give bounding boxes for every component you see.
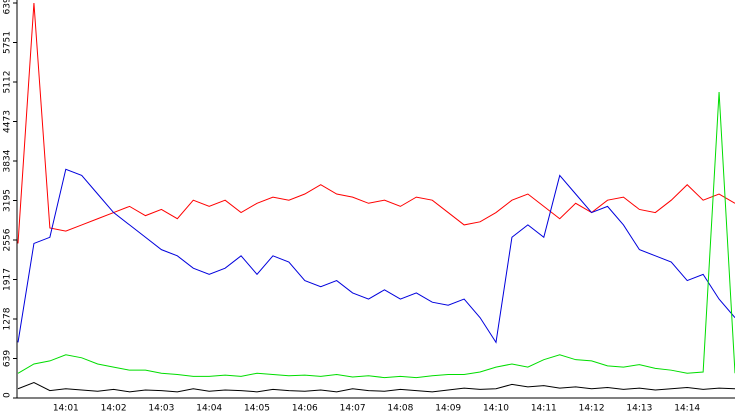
x-tick-label: 14:04 [196,404,222,414]
x-tick-label: 14:08 [387,404,413,414]
y-tick-label: 3834 [3,149,13,172]
x-tick-label: 14:06 [292,404,318,414]
y-tick-label: 1917 [3,268,13,291]
x-tick-label: 14:02 [101,404,127,414]
x-tick-label: 14:01 [53,404,79,414]
y-tick-label: 5112 [3,71,13,94]
y-tick-label: 639 [3,350,13,367]
series-line [17,381,735,393]
y-tick-label: 5751 [3,31,13,54]
y-tick-label: 0 [3,392,13,398]
series-line [17,91,735,379]
x-tick-label: 14:13 [626,404,652,414]
y-tick-label: 2556 [3,228,13,251]
x-tick-label: 14:10 [483,404,509,414]
x-tick-label: 14:09 [435,404,461,414]
x-tick-label: 14:12 [579,404,605,414]
x-tick-label: 14:03 [148,404,174,414]
x-tick-label: 14:11 [531,404,557,414]
x-tick-label: 14:07 [340,404,366,414]
y-tick-label: 1278 [3,307,13,330]
y-tick-label: 4473 [3,110,13,133]
y-tick-label: 3195 [3,189,13,212]
x-tick-label: 14:05 [244,404,270,414]
x-tick-label: 14:14 [674,404,700,414]
y-tick-label: 6390 [3,0,13,14]
series-line [17,2,735,244]
series-line [17,168,735,344]
